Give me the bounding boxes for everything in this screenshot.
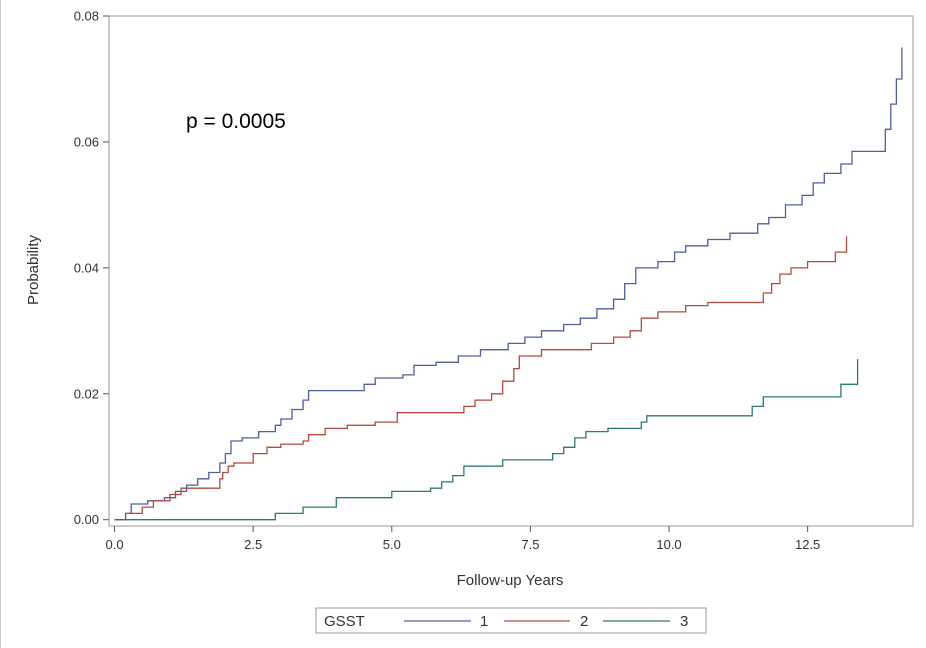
legend-entry-3: 3 (680, 613, 688, 630)
legend: GSST 1 2 3 (315, 607, 707, 634)
x-tick-label: 10.0 (656, 537, 681, 552)
series-2-line (114, 236, 848, 521)
x-axis-label: Follow-up Years (457, 572, 564, 589)
x-tick-label: 5.0 (383, 537, 401, 552)
series-1-line (114, 47, 903, 521)
x-tick-label: 7.5 (521, 537, 539, 552)
y-tick-label: 0.06 (74, 134, 99, 149)
legend-entry-1: 1 (480, 613, 488, 630)
y-tick-label: 0.02 (74, 386, 99, 401)
p-value-annotation: p = 0.0005 (186, 110, 286, 133)
legend-title: GSST (324, 613, 365, 630)
axes: 0.0 2.5 5.0 7.5 10.0 12.5 0.00 0.02 0.04 0.06 0.08 (74, 9, 914, 552)
y-tick-label: 0.04 (74, 260, 99, 275)
y-tick-label: 0.08 (74, 9, 99, 24)
legend-entry-2: 2 (580, 613, 588, 630)
series-group (114, 47, 903, 521)
x-tick-label: 0.0 (106, 537, 124, 552)
y-axis-label: Probability (25, 234, 42, 305)
series-3-line (114, 359, 859, 521)
x-tick-label: 2.5 (244, 537, 262, 552)
plot-frame (108, 15, 914, 527)
y-tick-label: 0.00 (74, 512, 99, 527)
x-tick-label: 12.5 (795, 537, 820, 552)
